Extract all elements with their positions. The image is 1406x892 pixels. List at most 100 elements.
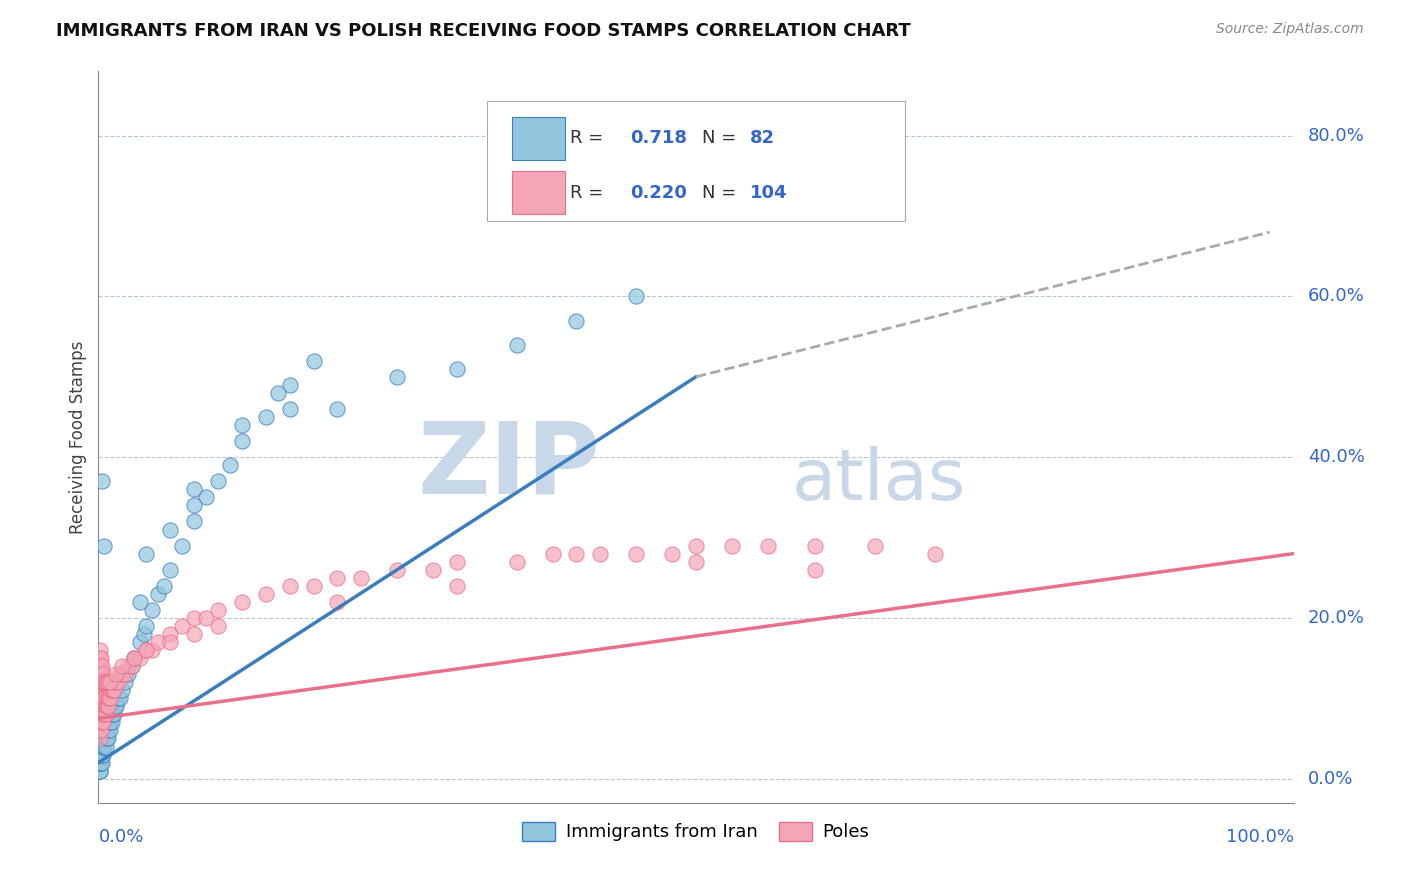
Point [105, 667, 128, 681]
Point [89, 731, 111, 746]
Point [91, 731, 114, 746]
Text: 0.0%: 0.0% [98, 829, 143, 847]
Point [93, 731, 115, 746]
Point [93, 691, 115, 706]
Text: R =: R = [571, 184, 609, 202]
Point [89, 747, 111, 762]
Point [148, 635, 170, 649]
Point [90, 683, 112, 698]
Point [89, 739, 111, 754]
Point [135, 643, 157, 657]
Point [117, 667, 139, 681]
Point [685, 555, 707, 569]
Point [97, 675, 120, 690]
Point [541, 547, 564, 561]
Point [96, 691, 118, 706]
Point [446, 555, 468, 569]
Point [105, 675, 128, 690]
Point [446, 579, 468, 593]
Point [91, 691, 114, 706]
Point [89, 691, 111, 706]
Point [89, 707, 111, 722]
Point [89, 756, 111, 770]
Y-axis label: Receiving Food Stamps: Receiving Food Stamps [69, 341, 87, 533]
Point [91, 659, 114, 673]
Point [114, 667, 136, 681]
Point [89, 731, 111, 746]
Point [89, 683, 111, 698]
Point [278, 401, 301, 416]
Point [626, 547, 648, 561]
Point [254, 409, 277, 424]
Point [132, 627, 155, 641]
Point [685, 539, 707, 553]
Point [114, 675, 136, 690]
Point [278, 377, 301, 392]
Point [96, 731, 118, 746]
Point [804, 539, 827, 553]
Point [107, 675, 129, 690]
Point [90, 715, 112, 730]
Point [626, 289, 648, 303]
Point [721, 539, 744, 553]
Point [254, 587, 277, 601]
Text: Source: ZipAtlas.com: Source: ZipAtlas.com [1216, 22, 1364, 37]
Point [108, 667, 131, 681]
Point [91, 707, 114, 722]
Point [117, 659, 139, 673]
Point [129, 595, 152, 609]
Point [91, 715, 114, 730]
Point [89, 756, 111, 770]
Text: 40.0%: 40.0% [1308, 448, 1365, 467]
Point [90, 675, 112, 690]
Point [98, 723, 122, 738]
Point [91, 699, 114, 714]
Point [111, 667, 134, 681]
Point [104, 699, 127, 714]
Point [565, 313, 588, 327]
Point [91, 715, 114, 730]
Point [207, 475, 229, 489]
Point [93, 675, 115, 690]
FancyBboxPatch shape [512, 117, 565, 160]
Point [385, 369, 409, 384]
Point [159, 563, 181, 577]
FancyBboxPatch shape [486, 101, 905, 221]
Point [91, 667, 114, 681]
Point [924, 547, 946, 561]
Point [231, 595, 253, 609]
Point [93, 707, 115, 722]
Point [124, 651, 146, 665]
Point [100, 715, 122, 730]
Point [90, 731, 112, 746]
Point [159, 635, 181, 649]
Point [865, 539, 887, 553]
Point [89, 699, 111, 714]
Point [141, 643, 163, 657]
Point [97, 731, 120, 746]
Legend: Immigrants from Iran, Poles: Immigrants from Iran, Poles [515, 814, 877, 848]
Point [90, 691, 112, 706]
Point [302, 579, 325, 593]
Point [231, 434, 253, 449]
Text: 20.0%: 20.0% [1308, 609, 1365, 627]
Point [159, 627, 181, 641]
Point [100, 683, 122, 698]
Point [90, 756, 112, 770]
Point [91, 747, 114, 762]
Text: R =: R = [571, 129, 609, 147]
Point [183, 499, 205, 513]
Text: N =: N = [702, 129, 742, 147]
Point [756, 539, 779, 553]
Point [103, 707, 125, 722]
Point [94, 707, 117, 722]
Point [135, 619, 157, 633]
Point [96, 675, 118, 690]
Point [89, 715, 111, 730]
Point [97, 699, 120, 714]
Point [135, 547, 157, 561]
Point [91, 691, 114, 706]
Point [183, 611, 205, 625]
Point [804, 563, 827, 577]
Point [195, 611, 218, 625]
